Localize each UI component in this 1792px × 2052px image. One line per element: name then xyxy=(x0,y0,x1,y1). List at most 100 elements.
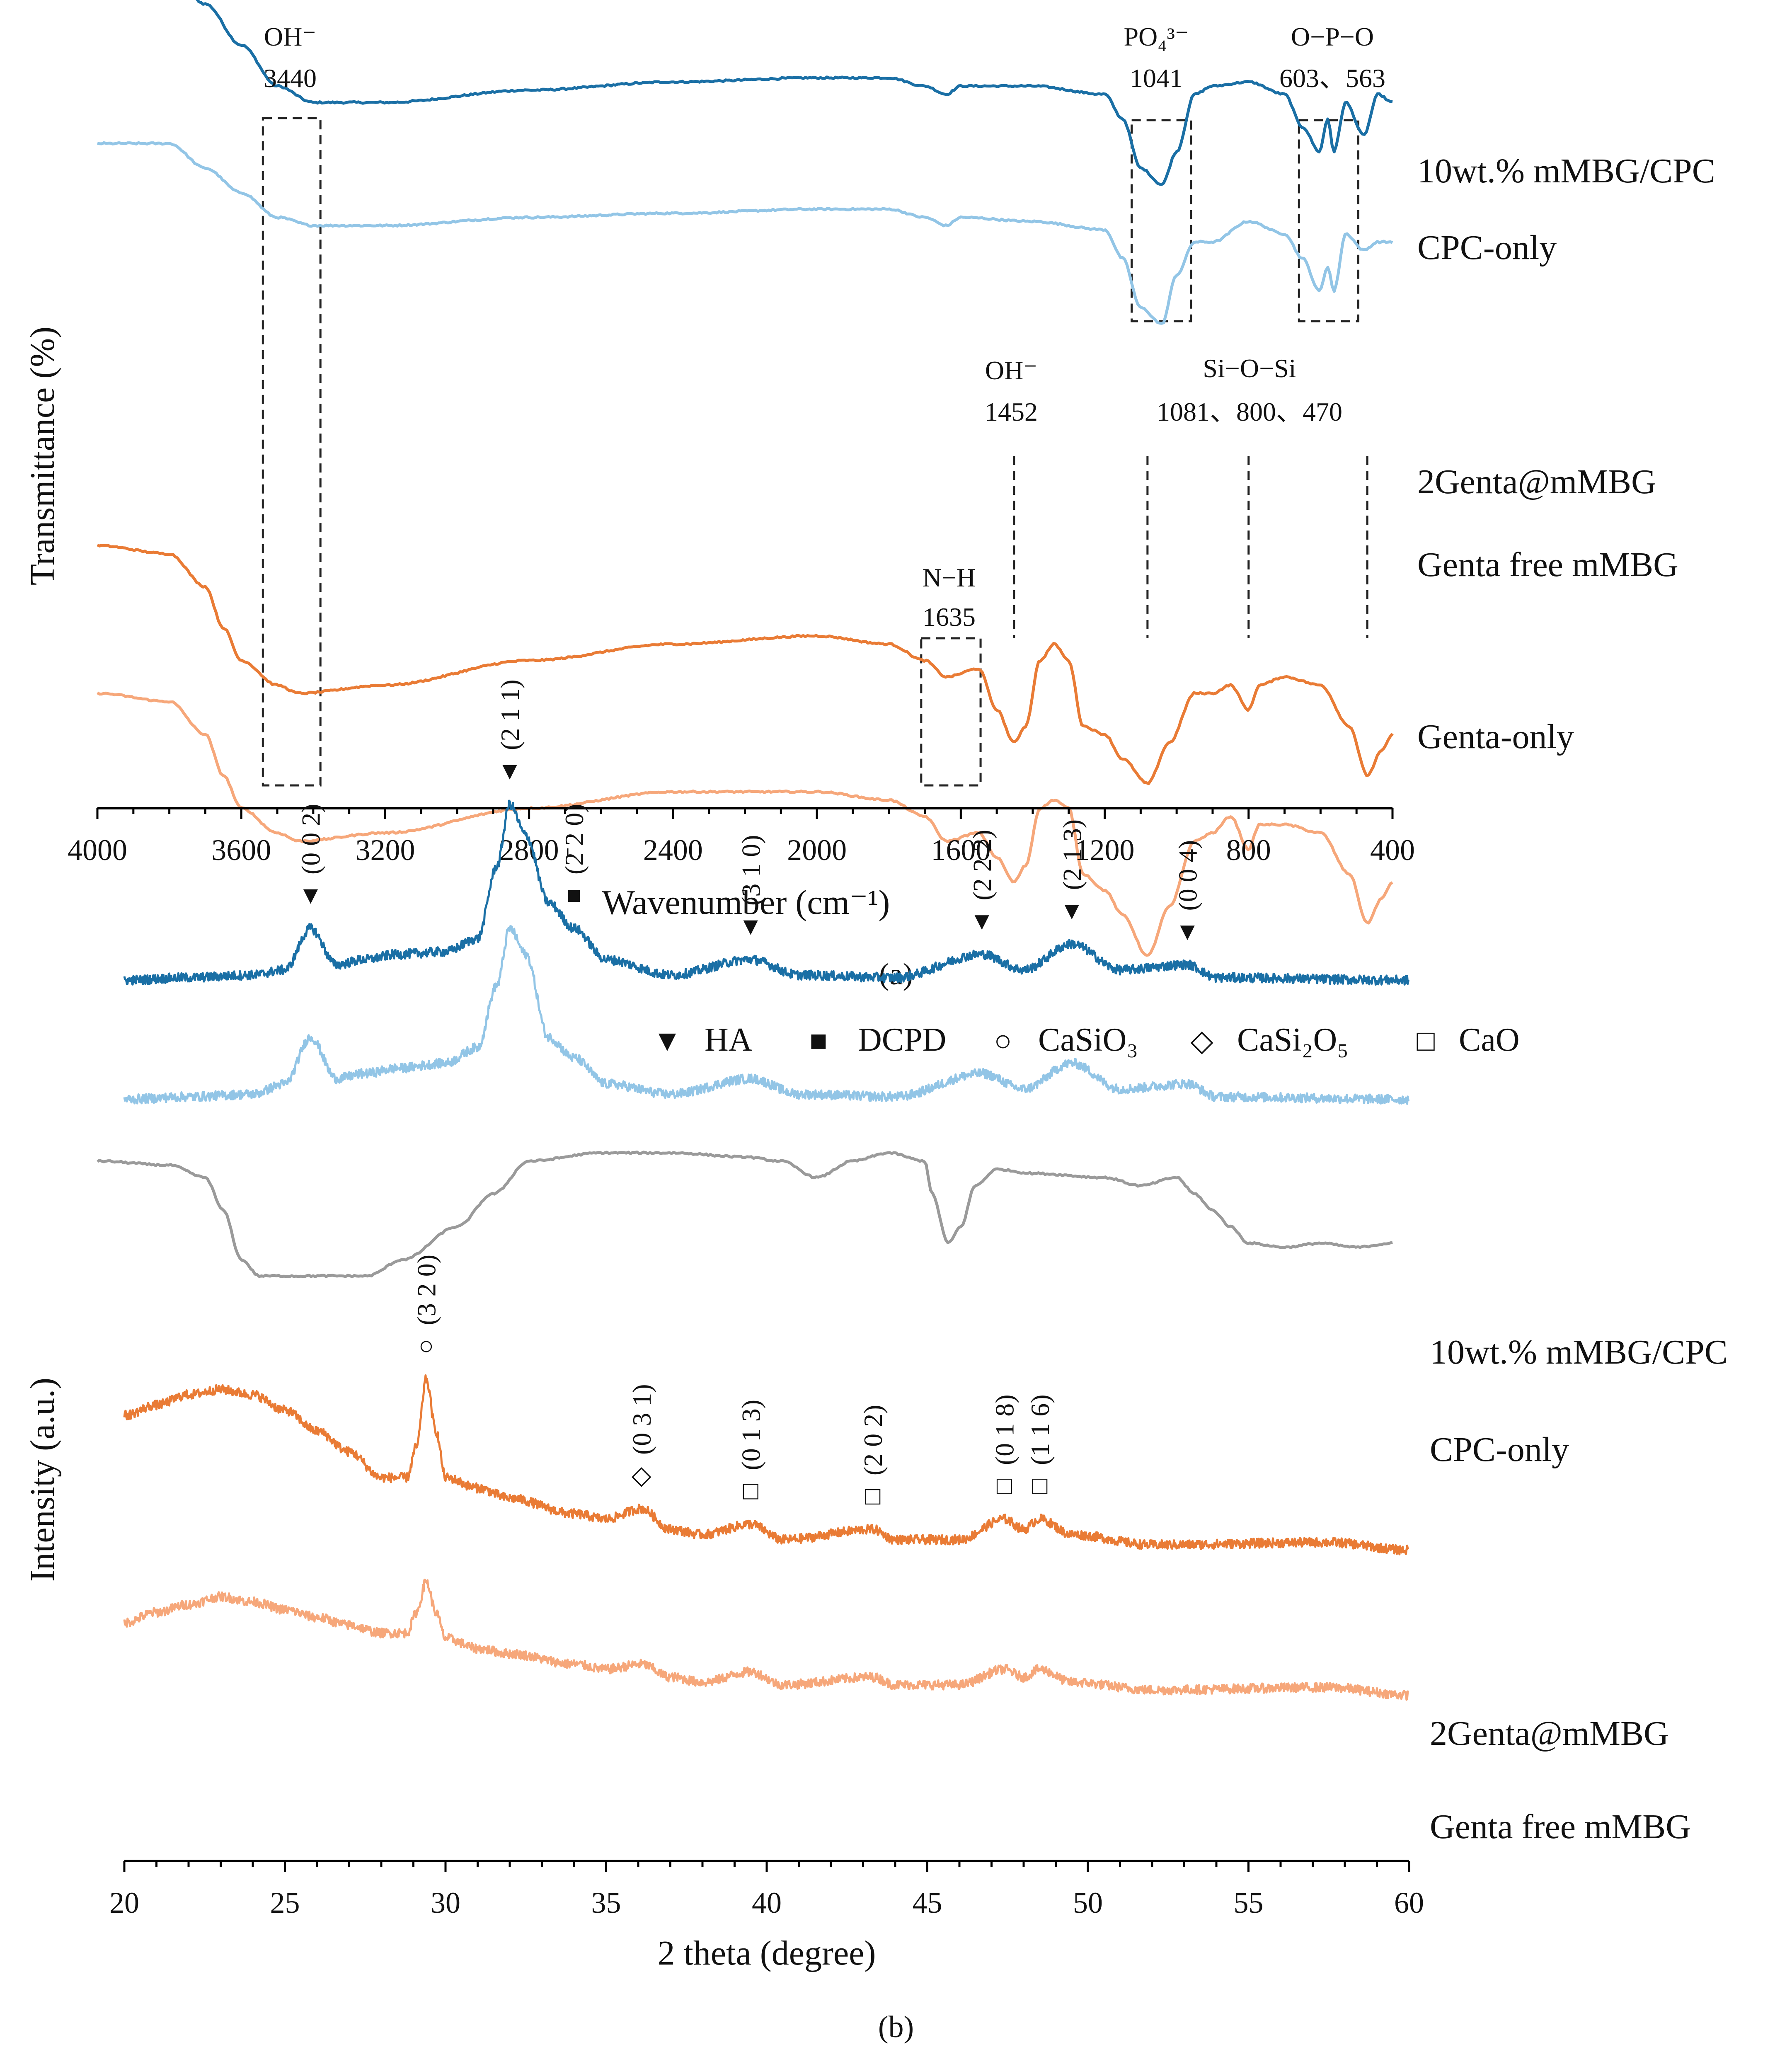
x-tick-label: 4000 xyxy=(68,833,127,867)
x-tick-label: 50 xyxy=(1073,1886,1103,1919)
nh-box xyxy=(920,637,982,787)
ftir-line-mmbg_cpc xyxy=(196,0,1393,186)
peak-marker: □ xyxy=(1032,1472,1048,1500)
x-tick-label: 2000 xyxy=(787,833,847,867)
series-label-mmbg-cpc: 10wt.% mMBG/CPC xyxy=(1430,1333,1728,1371)
series-label-cpc-only: CPC-only xyxy=(1430,1430,1569,1469)
peak-hkl-label: (2̄ 2 0) xyxy=(559,804,589,875)
x-tick-label: 3600 xyxy=(211,833,271,867)
peak-hkl-label: (0 0 4) xyxy=(1173,840,1202,911)
series-label-genta-mmbg: 2Genta@mMBG xyxy=(1430,1714,1669,1753)
series-label-free-mmbg: Genta free mMBG xyxy=(1430,1807,1691,1846)
sios-value: 1081、800、470 xyxy=(1157,397,1342,426)
legend-ha-label: HA xyxy=(705,1022,753,1058)
peak-marker: ▼ xyxy=(1060,897,1084,925)
xrd-panel: ▼ HA ■ DCPD ○ CaSiO₃ ◇ CaSi₂O₅ □ CaO ▼ (0… xyxy=(23,679,1728,2044)
x-tick-label: 2400 xyxy=(643,833,703,867)
opo-value: 603、563 xyxy=(1279,63,1385,93)
legend-dcpd-label: DCPD xyxy=(858,1022,946,1058)
peak-marker: ▼ xyxy=(298,882,323,909)
oh-3440-name: OH⁻ xyxy=(264,22,316,51)
y-axis-title: Intensity (a.u.) xyxy=(23,1378,62,1582)
legend-casio3-symbol: ○ xyxy=(994,1024,1012,1057)
legend-cao-label: CaO xyxy=(1459,1022,1520,1058)
xrd-line-mmbg_cpc xyxy=(123,799,1409,986)
series-label-genta-only: Genta-only xyxy=(1417,717,1574,756)
peak-marker: □ xyxy=(997,1472,1012,1500)
peak-marker: ▼ xyxy=(739,913,763,940)
panel-caption: (b) xyxy=(878,2010,914,2044)
peak-hkl-label: (3 2 0) xyxy=(412,1255,441,1325)
ftir-spectra xyxy=(97,0,1394,1278)
peak-marker: □ xyxy=(743,1477,759,1505)
x-axis-title: Wavenumber (cm⁻¹) xyxy=(602,883,890,922)
peak-hkl-label: (3 1 0) xyxy=(736,835,765,906)
ftir-line-cpc_only xyxy=(97,141,1393,325)
po4-value: 1041 xyxy=(1130,63,1183,93)
annotation-dashed-markers xyxy=(262,117,1368,787)
legend-casio3-label: CaSiO₃ xyxy=(1038,1022,1138,1058)
x-tick-label: 30 xyxy=(431,1886,460,1919)
peak-annotations: ▼ (0 0 2) ▼ (2 1 1) ■ (2̄ 2 0) ▼ (3 1 0) ▼ (2 2 2… xyxy=(296,679,1203,1510)
peak-hkl-label: (0 3 1) xyxy=(627,1384,656,1455)
sios-name: Si−O−Si xyxy=(1203,354,1296,383)
x-tick-label: 45 xyxy=(913,1886,942,1919)
peak-marker: ▼ xyxy=(497,757,522,785)
ftir-line-free_mmbg xyxy=(97,691,1393,957)
x-tick-label: 400 xyxy=(1370,833,1415,867)
x-tick-label: 800 xyxy=(1226,833,1271,867)
po4-name: PO₄³⁻ xyxy=(1124,22,1189,51)
oh-1452-value: 1452 xyxy=(985,397,1038,426)
legend-ha-symbol: ▼ xyxy=(652,1024,682,1057)
peak-marker: ▼ xyxy=(970,908,994,935)
peak-hkl-label: (0 1 3) xyxy=(736,1400,765,1471)
x-axis-title: 2 theta (degree) xyxy=(657,1934,876,1972)
xrd-line-genta_mmbg xyxy=(123,1374,1409,1555)
peak-marker: ▼ xyxy=(1175,918,1200,945)
legend-casi2o5-label: CaSi₂O₅ xyxy=(1237,1022,1349,1058)
opo-name: O−P−O xyxy=(1291,22,1374,51)
legend-cao-symbol: □ xyxy=(1417,1024,1435,1057)
x-tick-label: 25 xyxy=(270,1886,300,1919)
ftir-line-genta_only xyxy=(97,1151,1393,1278)
oh-1452-name: OH⁻ xyxy=(985,356,1037,385)
x-tick-label: 1200 xyxy=(1075,833,1135,867)
peak-marker: ○ xyxy=(419,1332,434,1360)
x-tick-label: 40 xyxy=(752,1886,782,1919)
peak-hkl-label: (0 1 8) xyxy=(990,1394,1020,1465)
nh-value: 1635 xyxy=(923,602,976,632)
series-label-cpc-only: CPC-only xyxy=(1417,228,1557,267)
x-tick-label: 1600 xyxy=(931,833,990,867)
peak-hkl-label: (2 0 2) xyxy=(858,1405,888,1475)
ftir-panel: OH⁻ 3440 PO₄³⁻ 1041 O−P−O 603、563 OH⁻ 14… xyxy=(23,0,1715,1278)
nh-name: N−H xyxy=(923,563,976,592)
legend-dcpd-symbol: ■ xyxy=(809,1024,828,1057)
series-label-mmbg-cpc: 10wt.% mMBG/CPC xyxy=(1417,152,1715,190)
x-tick-label: 35 xyxy=(591,1886,621,1919)
peak-hkl-label: (2 1 1) xyxy=(495,679,525,750)
peak-hkl-label: (2 2 2) xyxy=(967,830,997,901)
x-axis-ticks: 20 25 30 35 40 45 50 55 60 xyxy=(109,1861,1424,1919)
peak-hkl-label: (1 1 6) xyxy=(1025,1394,1055,1465)
peak-hkl-label: (0 0 2) xyxy=(296,804,326,875)
x-tick-label: 20 xyxy=(109,1886,139,1919)
peak-marker: ◇ xyxy=(632,1461,651,1490)
series-label-free-mmbg: Genta free mMBG xyxy=(1417,545,1678,584)
xrd-line-free_mmbg xyxy=(123,1578,1409,1701)
legend-casi2o5-symbol: ◇ xyxy=(1190,1024,1213,1057)
po4-box xyxy=(1131,119,1192,322)
x-tick-label: 55 xyxy=(1234,1886,1264,1919)
oh-3440-value: 3440 xyxy=(264,63,317,93)
oh-3440-box xyxy=(262,117,322,787)
ftir-line-genta_mmbg xyxy=(97,543,1394,785)
peak-marker: ■ xyxy=(567,882,581,909)
x-tick-label: 60 xyxy=(1394,1886,1424,1919)
peak-marker: □ xyxy=(865,1482,881,1510)
opo-box xyxy=(1298,119,1360,322)
peak-hkl-label: (2 1 3) xyxy=(1057,819,1087,890)
x-tick-label: 3200 xyxy=(355,833,415,867)
y-axis-title: Transmittance (%) xyxy=(23,327,62,585)
x-axis-ticks: 4000 3600 3200 2800 2400 2000 1600 1200 800 400 xyxy=(68,808,1415,867)
xrd-patterns xyxy=(123,799,1409,1701)
